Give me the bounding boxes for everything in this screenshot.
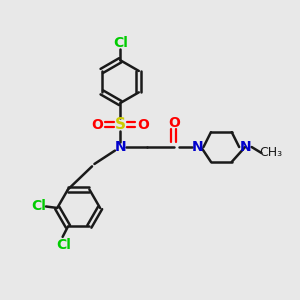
Text: Cl: Cl xyxy=(32,200,46,214)
Text: N: N xyxy=(239,140,251,154)
Text: Cl: Cl xyxy=(56,238,71,252)
Text: O: O xyxy=(92,118,103,132)
Text: N: N xyxy=(192,140,203,154)
Text: O: O xyxy=(137,118,149,132)
Text: S: S xyxy=(115,117,126,132)
Text: Cl: Cl xyxy=(113,36,128,50)
Text: O: O xyxy=(168,116,180,130)
Text: N: N xyxy=(115,140,126,154)
Text: CH₃: CH₃ xyxy=(259,146,282,160)
